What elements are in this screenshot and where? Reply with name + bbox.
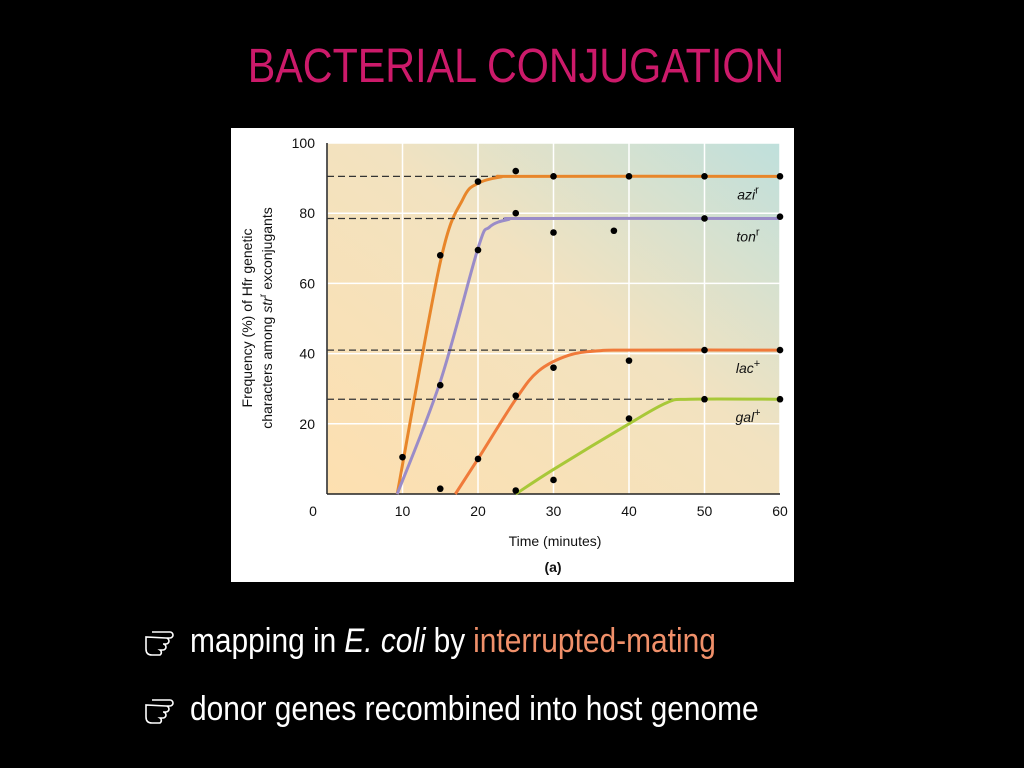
data-point bbox=[776, 346, 784, 354]
data-point bbox=[550, 476, 557, 484]
data-point bbox=[776, 395, 784, 403]
bullet-text: E. coli bbox=[344, 621, 426, 659]
data-point bbox=[701, 395, 708, 403]
bullet: donor genes recombined into host genome bbox=[190, 689, 759, 727]
data-point bbox=[436, 252, 444, 259]
series-name: lac bbox=[736, 360, 754, 376]
bullet-text: donor genes recombined into host genome bbox=[190, 689, 759, 727]
bullet-text: mapping in bbox=[190, 621, 336, 659]
series-superscript: r bbox=[756, 226, 760, 238]
fit-curve bbox=[395, 216, 781, 495]
bullet: mapping in E. coli by interrupted-mating bbox=[190, 621, 716, 659]
data-point bbox=[701, 346, 708, 354]
curve-label: tonr bbox=[736, 226, 759, 244]
curve-label: lac+ bbox=[736, 358, 760, 376]
y-tick-label: 80 bbox=[299, 205, 315, 221]
data-point bbox=[474, 455, 482, 463]
fit-curve bbox=[454, 348, 781, 495]
y-label-text: characters among bbox=[259, 317, 275, 429]
x-tick-label: 0 bbox=[309, 503, 317, 519]
curve-label: azir bbox=[737, 184, 759, 202]
data-point bbox=[610, 227, 618, 235]
data-point bbox=[625, 415, 633, 422]
y-tick-label: 20 bbox=[299, 416, 315, 432]
data-point bbox=[550, 173, 557, 180]
series-name: azi bbox=[737, 186, 756, 202]
data-point bbox=[550, 364, 557, 371]
data-point bbox=[436, 381, 444, 389]
curve-label: gal+ bbox=[735, 407, 760, 425]
series-superscript: + bbox=[754, 407, 760, 419]
series-name: gal bbox=[735, 409, 755, 425]
data-point bbox=[512, 167, 520, 175]
y-label-line: Frequency (%) of Hfr genetic bbox=[239, 229, 255, 408]
y-axis-label: Frequency (%) of Hfr genetic characters a… bbox=[239, 207, 275, 428]
data-point bbox=[776, 173, 784, 180]
bullet-highlight: interrupted-mating bbox=[473, 621, 716, 659]
caption: (a) bbox=[544, 559, 561, 575]
data-point bbox=[550, 229, 557, 236]
data-point bbox=[776, 213, 784, 221]
data-point bbox=[474, 178, 482, 185]
y-tick-label: 100 bbox=[292, 135, 316, 151]
data-point bbox=[701, 173, 708, 180]
data-point bbox=[436, 485, 444, 493]
series-superscript: r bbox=[755, 184, 759, 196]
x-tick-label: 30 bbox=[546, 503, 562, 519]
data-point bbox=[399, 453, 406, 461]
slide-title: BACTERIAL CONJUGATION bbox=[248, 39, 785, 93]
series-superscript: + bbox=[754, 358, 760, 370]
x-tick-label: 60 bbox=[772, 503, 788, 519]
x-tick-label: 10 bbox=[395, 503, 411, 519]
y-label-line: characters among strr exconjugants bbox=[258, 207, 275, 428]
bullet-icon bbox=[145, 631, 174, 724]
series-name: ton bbox=[736, 228, 756, 244]
x-tick-label: 20 bbox=[470, 503, 486, 519]
x-tick-label: 40 bbox=[621, 503, 637, 519]
data-point bbox=[512, 392, 520, 400]
y-label-text: str bbox=[259, 296, 275, 313]
y-tick-label: 40 bbox=[299, 346, 315, 362]
data-point bbox=[701, 215, 708, 222]
data-point bbox=[625, 173, 633, 180]
data-point bbox=[512, 487, 520, 494]
y-label-text: r bbox=[258, 293, 269, 297]
x-tick-label: 50 bbox=[697, 503, 713, 519]
chart: 0 10 20 30 40 50 60 20 40 60 80 100 Time (minutes) (a… bbox=[239, 135, 788, 575]
data-point bbox=[625, 357, 633, 364]
y-label-text: exconjugants bbox=[259, 207, 275, 290]
y-tick-label: 60 bbox=[299, 275, 315, 291]
x-axis-label: Time (minutes) bbox=[509, 533, 602, 549]
bullet-text: by bbox=[434, 621, 466, 659]
data-point bbox=[512, 209, 520, 217]
data-point bbox=[474, 246, 482, 254]
